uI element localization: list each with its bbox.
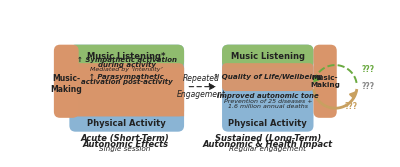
FancyBboxPatch shape [69,45,184,132]
Text: Music Listening: Music Listening [231,52,305,61]
Text: Engagement: Engagement [177,91,226,100]
Text: 1.6 million annual deaths: 1.6 million annual deaths [228,104,308,109]
Text: Autonomic Effects: Autonomic Effects [82,140,168,149]
Text: ???: ??? [344,102,357,111]
Text: Acute (Short-Term): Acute (Short-Term) [81,134,170,143]
Text: Physical Activity: Physical Activity [87,120,166,128]
Text: Regular engagement: Regular engagement [229,146,306,152]
FancyBboxPatch shape [69,68,184,116]
Text: Sustained (Long-Term): Sustained (Long-Term) [215,134,321,143]
FancyBboxPatch shape [222,45,314,132]
Text: activation post-activity: activation post-activity [81,79,173,86]
FancyBboxPatch shape [314,45,337,118]
Text: ↑ Quality of Life/Wellbeing: ↑ Quality of Life/Wellbeing [213,74,322,80]
Text: Single session: Single session [100,146,151,152]
Text: Music-
Making: Music- Making [310,74,340,88]
Text: Music-
Making: Music- Making [50,74,82,94]
FancyBboxPatch shape [222,63,314,91]
Text: Mediated by ‘Intensity’: Mediated by ‘Intensity’ [90,67,163,72]
Text: Repeated: Repeated [183,74,220,83]
Text: ↑ Sympathetic activation: ↑ Sympathetic activation [77,57,177,63]
Text: ???: ??? [362,82,375,91]
FancyBboxPatch shape [222,45,314,68]
Text: ↑ Parasympathetic: ↑ Parasympathetic [89,74,164,80]
FancyBboxPatch shape [69,45,184,68]
Text: during activity: during activity [98,62,156,68]
FancyBboxPatch shape [54,45,79,118]
Text: Music Listening*: Music Listening* [88,52,166,61]
Text: Autonomic & Health Impact: Autonomic & Health Impact [203,140,333,149]
FancyBboxPatch shape [69,63,184,116]
Text: Physical Activity: Physical Activity [228,120,307,128]
Text: ???: ??? [362,65,375,74]
Text: Improved autonomic tone: Improved autonomic tone [217,93,319,99]
Text: Prevention of 25 diseases +: Prevention of 25 diseases + [224,99,312,104]
